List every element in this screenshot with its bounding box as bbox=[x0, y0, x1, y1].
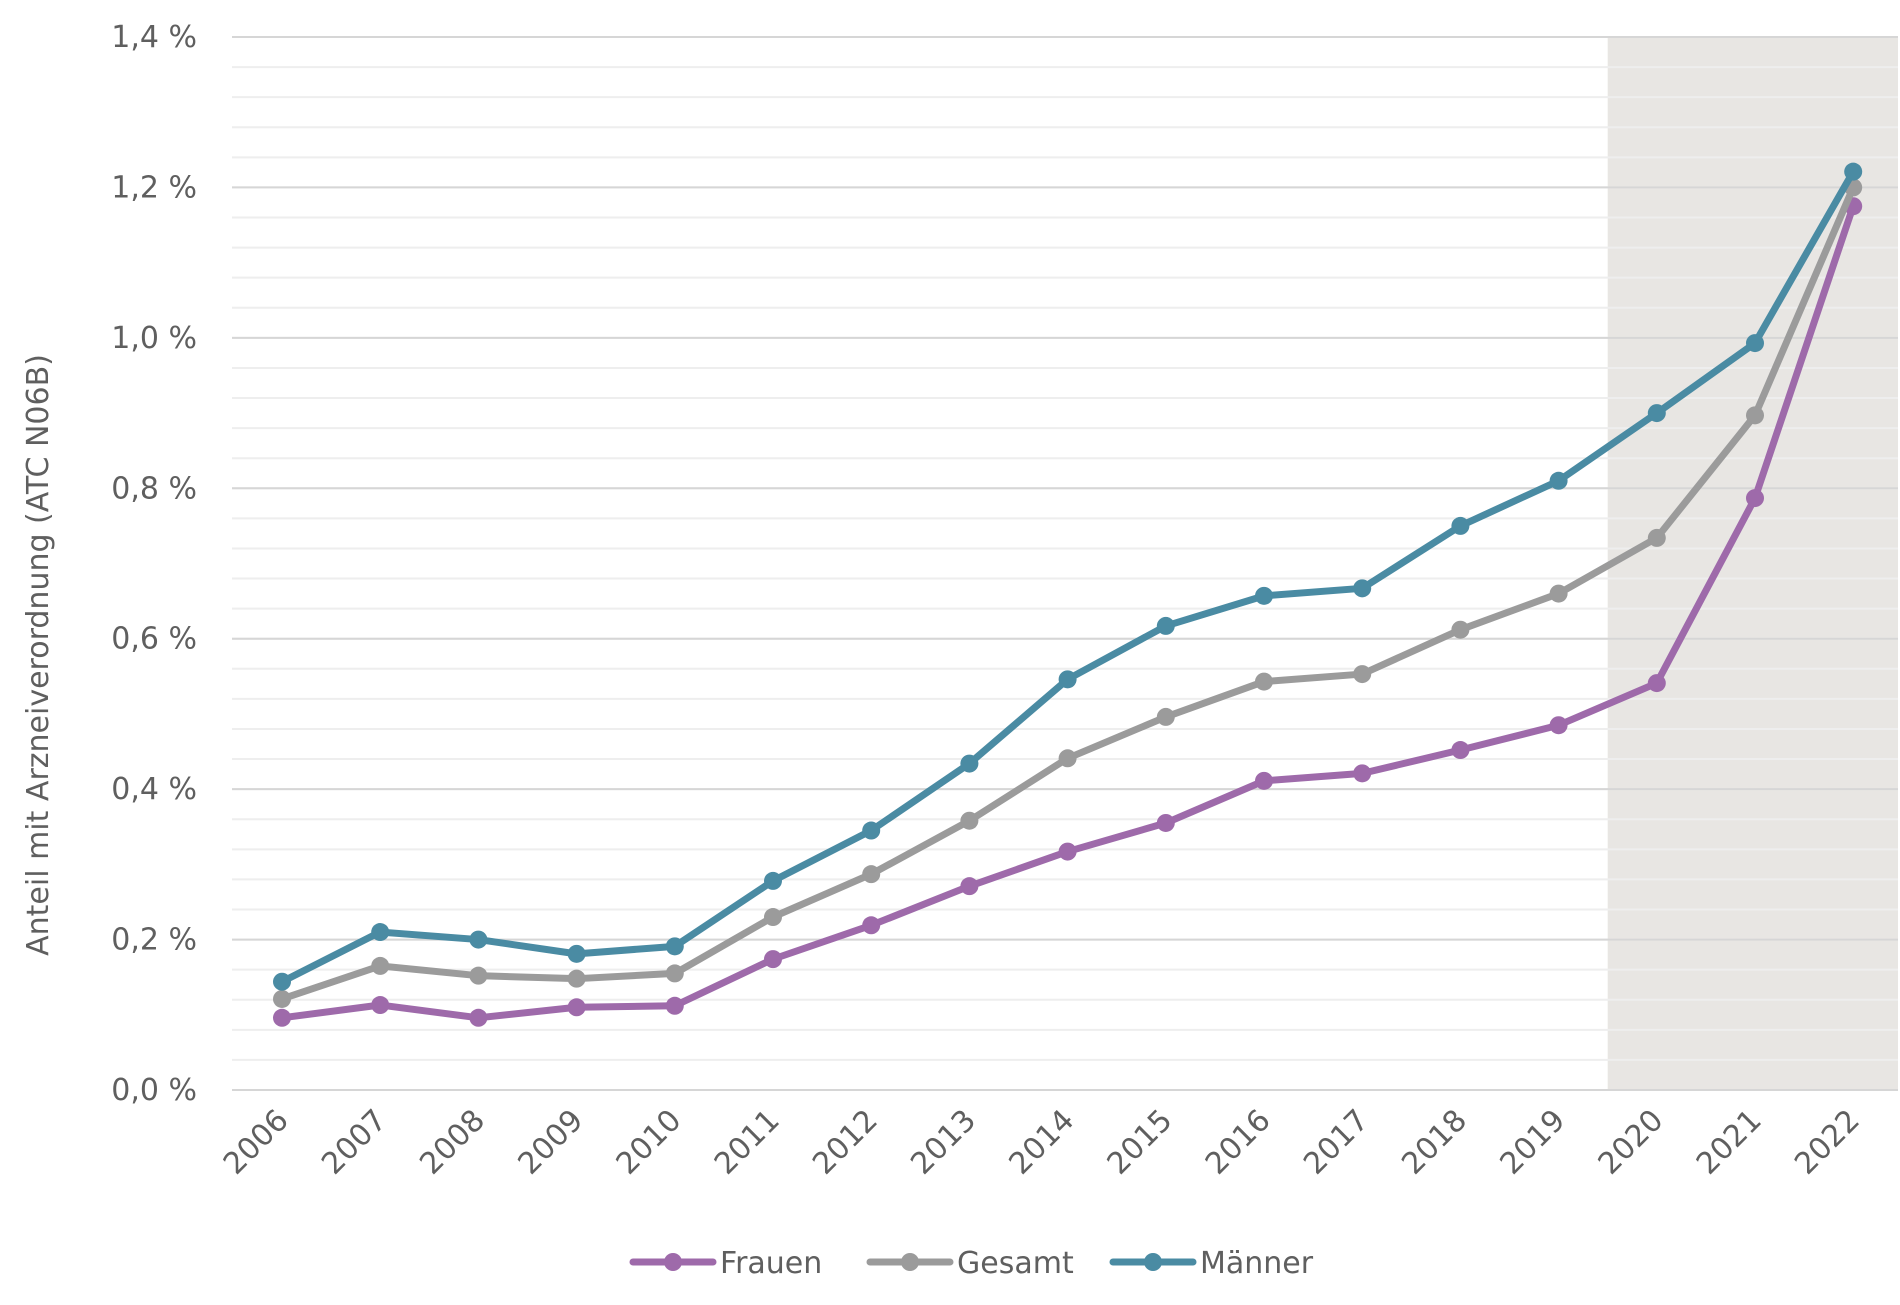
data-point bbox=[1353, 579, 1372, 598]
data-point bbox=[1746, 334, 1764, 353]
data-point bbox=[1746, 406, 1764, 425]
series-gesamt bbox=[273, 178, 1863, 1008]
data-point bbox=[371, 996, 390, 1015]
legend-item: Frauen bbox=[629, 1246, 822, 1281]
data-point bbox=[862, 821, 881, 840]
data-point bbox=[1353, 764, 1372, 783]
data-point bbox=[1255, 771, 1273, 790]
data-point bbox=[371, 923, 390, 942]
y-tick-label: 1,4 % bbox=[111, 20, 197, 55]
y-tick-label: 1,2 % bbox=[111, 170, 197, 205]
data-point bbox=[469, 1008, 488, 1027]
data-point bbox=[1451, 620, 1470, 639]
y-axis-label: Anteil mit Arzneiverordnung (ATC N06B) bbox=[21, 354, 56, 956]
y-tick-label: 0,8 % bbox=[111, 471, 197, 506]
legend-swatch-marker bbox=[664, 1253, 682, 1271]
data-point bbox=[1156, 616, 1175, 635]
data-point bbox=[1549, 716, 1568, 735]
data-point bbox=[960, 811, 979, 830]
y-tick-label: 1,0 % bbox=[111, 321, 197, 356]
data-point bbox=[1549, 584, 1568, 603]
data-point bbox=[1549, 471, 1568, 490]
data-point bbox=[1647, 674, 1666, 693]
data-point bbox=[1156, 707, 1175, 726]
data-point bbox=[665, 964, 684, 983]
data-point bbox=[862, 865, 881, 884]
legend-label: Männer bbox=[1200, 1246, 1314, 1281]
data-point bbox=[567, 998, 586, 1017]
legend-item: Gesamt bbox=[866, 1246, 1074, 1281]
data-point bbox=[273, 989, 291, 1008]
data-point bbox=[567, 944, 586, 963]
data-point bbox=[665, 937, 684, 956]
data-point bbox=[1451, 741, 1470, 760]
y-tick-label: 0,0 % bbox=[111, 1073, 197, 1108]
legend-item: Männer bbox=[1109, 1246, 1314, 1281]
y-axis-ticks: 0,0 % 0,2 % 0,4 % 0,6 % 0,8 % 1,0 % 1,2 % 1,4 % bbox=[111, 20, 197, 1108]
data-point bbox=[960, 877, 979, 896]
legend-label: Gesamt bbox=[957, 1246, 1074, 1281]
data-point bbox=[665, 996, 684, 1015]
data-point bbox=[1647, 404, 1666, 423]
data-point bbox=[273, 1008, 291, 1027]
series-m-nner bbox=[273, 162, 1863, 991]
legend-swatch-marker bbox=[901, 1253, 919, 1271]
legend: Frauen Gesamt Männer bbox=[629, 1246, 1314, 1281]
data-point bbox=[371, 956, 390, 975]
data-point bbox=[1746, 489, 1764, 508]
data-point bbox=[764, 908, 782, 927]
data-point bbox=[1844, 162, 1863, 181]
data-point bbox=[1156, 813, 1175, 832]
data-point bbox=[1353, 665, 1372, 684]
data-point bbox=[960, 754, 979, 773]
data-point bbox=[1255, 672, 1273, 691]
legend-swatch-marker bbox=[1144, 1253, 1162, 1271]
data-point bbox=[764, 871, 782, 890]
data-point bbox=[1058, 842, 1077, 861]
data-point bbox=[469, 930, 488, 949]
data-point bbox=[1451, 516, 1470, 535]
data-point bbox=[273, 972, 291, 991]
y-tick-label: 0,6 % bbox=[111, 622, 197, 657]
data-point bbox=[1647, 528, 1666, 547]
data-point bbox=[469, 966, 488, 985]
data-point bbox=[567, 969, 586, 988]
data-point bbox=[764, 950, 782, 969]
y-tick-label: 0,4 % bbox=[111, 772, 197, 807]
data-point bbox=[1255, 586, 1273, 605]
series-lines bbox=[273, 162, 1863, 1027]
major-gridlines bbox=[232, 36, 1898, 1091]
data-point bbox=[862, 916, 881, 935]
series-frauen bbox=[273, 197, 1863, 1027]
data-point bbox=[1058, 670, 1077, 689]
legend-label: Frauen bbox=[720, 1246, 822, 1281]
y-tick-label: 0,2 % bbox=[111, 923, 197, 958]
data-point bbox=[1058, 749, 1077, 768]
